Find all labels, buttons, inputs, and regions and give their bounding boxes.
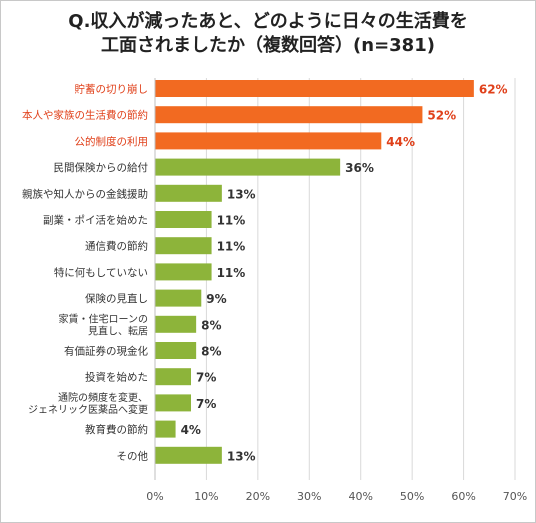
value-label-10: 8% [201,345,221,359]
value-label-7: 11% [217,266,246,280]
x-tick-label-0: 0% [146,490,163,503]
bar-10 [155,342,197,359]
bar-14 [155,446,222,464]
bar-11 [155,368,191,386]
value-label-1: 52% [427,109,456,123]
category-label-12-line-1: ジェネリック医薬品へ変更 [28,403,148,416]
bar-3 [155,158,341,176]
bar-4 [155,184,222,202]
bar-0 [155,80,474,97]
category-label-11: 投資を始めた [85,371,148,384]
bar-9 [155,315,197,333]
bar-13 [155,420,176,438]
x-tick-label-1: 10% [194,490,218,503]
category-label-8: 保険の見直し [85,292,148,305]
category-label-12-line-0: 通院の頻度を変更、 [58,391,148,404]
bar-1 [155,106,423,124]
value-label-14: 13% [227,449,256,463]
category-label-5: 副業・ポイ活を始めた [43,214,148,227]
category-label-6: 通信費の節約 [85,240,148,253]
x-tick-label-3: 30% [297,490,321,503]
value-label-6: 11% [217,240,246,254]
value-label-5: 11% [217,214,246,228]
value-label-4: 13% [227,187,256,201]
value-label-11: 7% [196,371,216,385]
category-label-10: 有価証券の現金化 [64,345,148,358]
bar-8 [155,289,202,307]
category-label-3: 民間保険からの給付 [54,161,149,174]
bar-5 [155,211,212,228]
x-tick-label-2: 20% [246,490,270,503]
category-label-1: 本人や家族の生活費の節約 [22,109,148,122]
category-label-0: 貯蓄の切り崩し [75,83,149,96]
x-tick-label-4: 40% [348,490,372,503]
category-label-2: 公的制度の利用 [75,135,149,148]
value-label-8: 9% [206,292,226,306]
value-label-3: 36% [345,161,374,175]
bar-12 [155,394,191,412]
chart-title: Q.収入が減ったあと、どのように日々の生活費を 工面されましたか（複数回答）(n… [0,10,536,58]
chart-title-line-1: Q.収入が減ったあと、どのように日々の生活費を [68,11,468,32]
value-label-0: 62% [479,83,508,97]
chart-title-line-2: 工面されましたか（複数回答）(n=381) [101,35,435,56]
value-label-9: 8% [201,318,221,332]
value-label-2: 44% [386,135,415,149]
category-label-9-line-1: 見直し、転居 [88,324,148,337]
category-label-9-line-0: 家賃・住宅ローンの [59,312,149,325]
x-tick-label-7: 70% [503,490,527,503]
category-label-14: その他 [117,449,149,462]
x-tick-label-5: 50% [400,490,424,503]
value-label-13: 4% [181,423,201,437]
x-tick-label-6: 60% [451,490,475,503]
category-label-4: 親族や知人からの金銭援助 [22,187,148,200]
category-label-13: 教育費の節約 [85,423,148,436]
category-label-7: 特に何もしていない [54,266,148,279]
bar-2 [155,132,382,150]
value-label-12: 7% [196,397,216,411]
bar-7 [155,263,212,281]
bar-6 [155,237,212,255]
